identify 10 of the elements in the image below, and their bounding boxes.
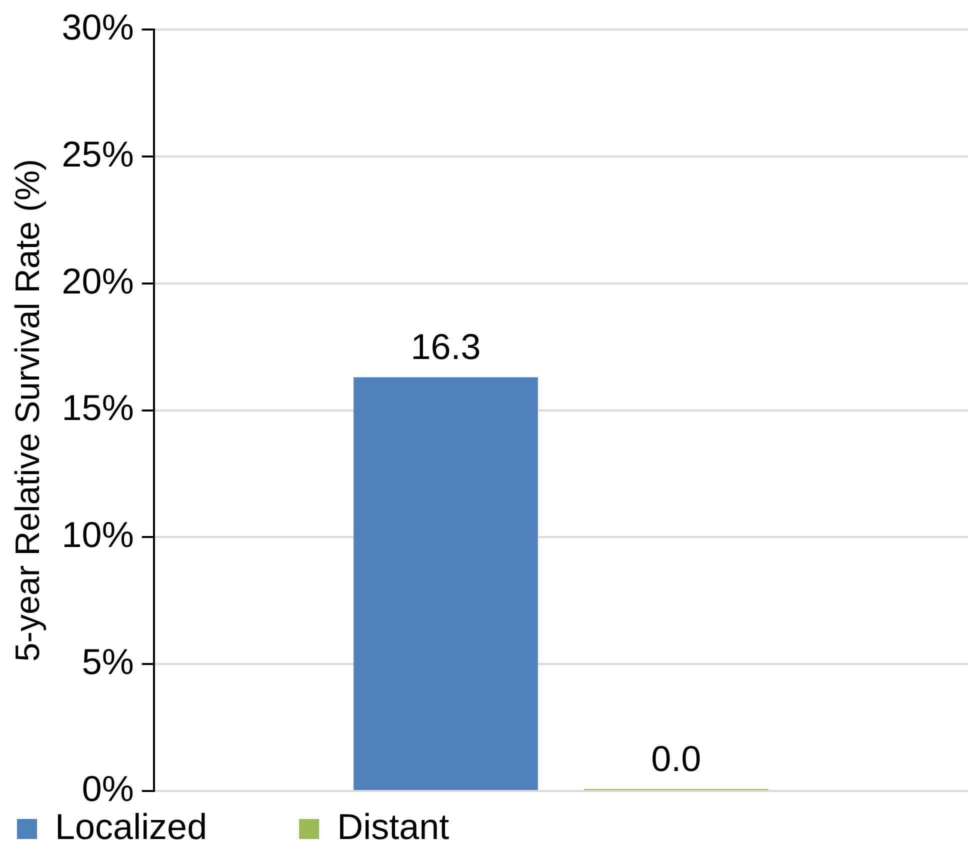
y-tick-label: 15% [62, 387, 134, 428]
legend-label: Distant [337, 806, 450, 847]
y-axis-title: 5-year Relative Survival Rate (%) [8, 158, 47, 662]
y-tick-label: 5% [82, 641, 134, 682]
y-tick-label: 30% [62, 6, 134, 48]
data-label: 0.0 [651, 738, 702, 779]
y-tick-label: 20% [62, 260, 134, 302]
data-label: 16.3 [410, 326, 481, 368]
y-tick-label: 10% [62, 514, 134, 556]
y-tick-label: 25% [62, 133, 134, 174]
